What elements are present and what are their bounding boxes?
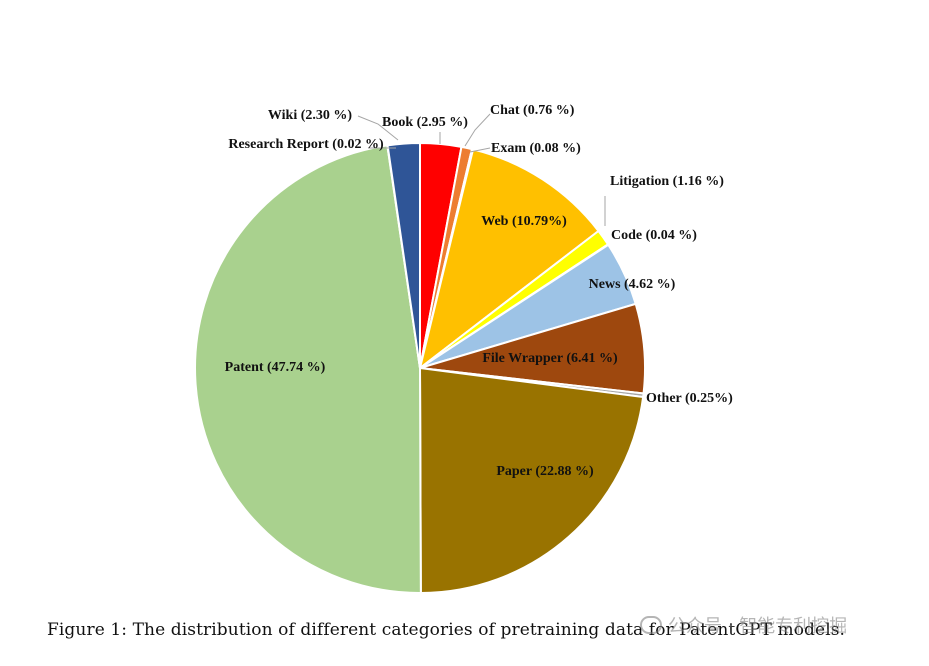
slice-label-book: Book (2.95 %)	[382, 115, 468, 130]
slice-label-exam: Exam (0.08 %)	[491, 141, 581, 156]
leader-lines	[357, 113, 606, 226]
leader-line-chat	[464, 113, 491, 147]
slice-label-research-report: Research Report (0.02 %)	[228, 137, 384, 152]
slice-label-web: Web (10.79%)	[481, 214, 567, 229]
slice-label-paper: Paper (22.88 %)	[496, 464, 594, 479]
wechat-icon	[640, 616, 662, 634]
leader-line-wiki	[357, 115, 399, 141]
pie-slice-web	[418, 148, 600, 371]
watermark: 公众号 · 智能专利挖掘	[640, 612, 847, 638]
slice-label-wiki: Wiki (2.30 %)	[268, 108, 352, 123]
slice-label-patent: Patent (47.74 %)	[225, 360, 326, 375]
slice-label-code: Code (0.04 %)	[611, 228, 697, 243]
watermark-text: 公众号 · 智能专利挖掘	[668, 616, 848, 637]
slice-label-file-wrapper: File Wrapper (6.41 %)	[482, 351, 618, 366]
pie-slice-patent	[194, 144, 422, 595]
slice-label-chat: Chat (0.76 %)	[490, 103, 575, 118]
slice-label-other: Other (0.25%)	[646, 391, 733, 406]
slice-label-litigation: Litigation (1.16 %)	[610, 174, 724, 189]
leader-line-exam	[469, 147, 491, 153]
slice-label-news: News (4.62 %)	[589, 277, 676, 292]
pie-slices	[194, 141, 646, 595]
pie-slice-wiki	[386, 141, 421, 369]
slice-labels: Book (2.95 %) Chat (0.76 %) Exam (0.08 %) W…	[225, 103, 734, 479]
pie-slice-paper	[418, 366, 645, 595]
